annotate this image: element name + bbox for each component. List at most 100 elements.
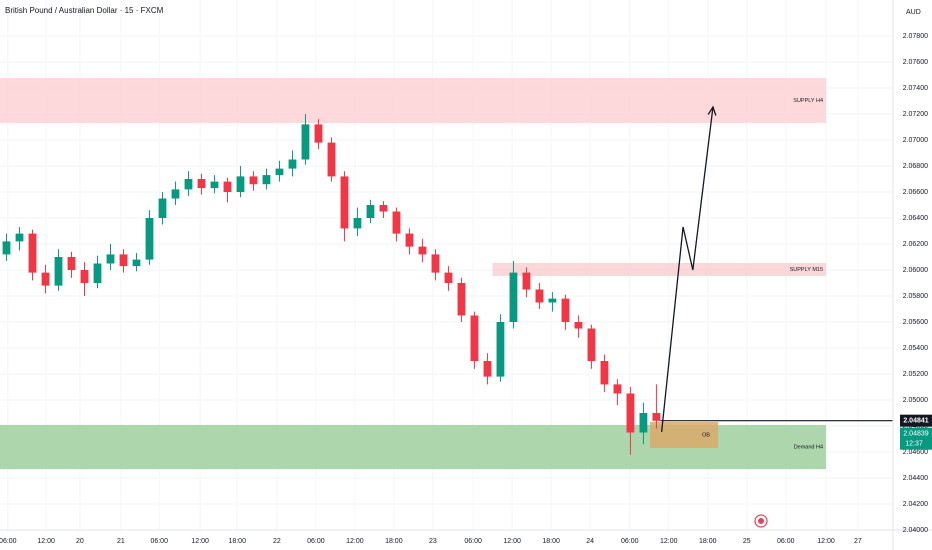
candle-body [301,124,310,160]
y-tick-label: 2.06400 [903,215,928,222]
x-tick-label: 12:00 [191,538,209,545]
candle-body [639,413,648,433]
y-tick-label: 2.06600 [903,189,928,196]
y-tick-label: 2.07000 [903,137,928,144]
bid-price-box [900,427,932,450]
x-tick-label: 23 [429,538,437,545]
candle-body [418,246,427,255]
y-tick-label: 2.05600 [903,319,928,326]
candle-body [535,289,544,303]
candle-body [262,175,271,185]
candle-body [379,205,388,212]
y-tick-label: 2.07200 [903,111,928,118]
countdown-label: 12:37 [905,441,923,448]
candle-body [288,159,297,169]
x-tick-label: 24 [586,538,594,545]
candle-body [613,384,622,394]
last-price-box [900,414,932,427]
x-tick-label: 27 [854,538,862,545]
x-tick-label: 25 [743,538,751,545]
candle-body [444,272,453,284]
candle-body [223,181,232,193]
y-tick-label: 2.04600 [903,449,928,456]
candle-body [509,272,518,323]
x-tick-label: 06:00 [464,538,482,545]
zone-label: Demand H4 [794,444,823,450]
x-tick-label: 21 [117,538,125,545]
zone-label: SUPPLY M15 [790,267,823,273]
x-tick-label: 06:00 [150,538,168,545]
candle-body [80,270,89,284]
y-tick-label: 2.07400 [903,85,928,92]
candle-body [197,179,206,189]
candle-body [275,168,284,176]
currency-label: AUD [906,9,921,16]
candle-body [522,272,531,290]
candles [2,114,661,455]
chart-title: British Pound / Australian Dollar · 15 ·… [5,6,164,15]
bid-price-label: 2.04839 [903,431,928,438]
x-tick-label: 06:00 [777,538,795,545]
y-tick-label: 2.06000 [903,267,928,274]
y-tick-label: 2.06200 [903,241,928,248]
x-tick-label: 18:00 [385,538,403,545]
y-tick-label: 2.05200 [903,371,928,378]
candle-body [431,254,440,273]
x-tick-label: 12:00 [37,538,55,545]
y-tick-label: 2.05000 [903,397,928,404]
y-tick-label: 2.07600 [903,59,928,66]
candle-body [561,298,570,323]
candle-body [67,257,76,271]
candle-body [457,283,466,316]
x-tick-label: 12:00 [817,538,835,545]
candle-body [574,322,583,329]
projection-path [660,106,714,433]
candle-body [171,189,180,199]
candle-body [626,393,635,433]
x-tick-label: 22 [273,538,281,545]
candle-body [132,259,141,267]
y-tick-label: 2.04000 [903,527,928,534]
last-price-label: 2.04841 [903,418,928,425]
candle-body [587,328,596,362]
candle-body [353,218,362,229]
zone [0,77,827,123]
y-tick-label: 2.07800 [903,33,928,40]
candle-body [327,142,336,177]
candle-body [314,124,323,143]
x-tick-label: 18:00 [699,538,717,545]
candle-body [340,176,349,229]
candle-body [483,361,492,377]
candle-body [2,241,11,255]
candle-body [600,361,609,385]
candle-body [15,233,24,242]
x-tick-label: 18:00 [228,538,246,545]
candle-body [496,322,505,377]
candle-body [210,181,219,189]
zone [492,262,827,276]
candle-body [366,205,375,219]
axes: 2.040002.042002.044002.046002.048002.050… [0,33,932,545]
x-tick-label: 06:00 [621,538,639,545]
x-tick-label: 06:00 [307,538,325,545]
candle-body [54,257,63,286]
candle-body [249,176,258,185]
x-tick-label: 06:00 [0,538,17,545]
y-tick-label: 2.05400 [903,345,928,352]
x-tick-label: 12:00 [503,538,521,545]
candle-body [93,263,102,284]
candle-body [158,198,167,219]
candle-body [28,233,37,273]
overlay: SUPPLY H4 SUPPLY M15 Demand H4 OB [660,98,893,450]
y-tick-label: 2.04200 [903,501,928,508]
arrow-head [707,105,717,116]
y-tick-label: 2.05800 [903,293,928,300]
logo-icon-dot [758,518,764,524]
zones [0,77,827,470]
zone-label: SUPPLY H4 [793,98,823,104]
zone-label: OB [702,432,710,438]
x-tick-label: 18:00 [542,538,560,545]
candle-body [470,315,479,362]
zone [649,421,719,448]
